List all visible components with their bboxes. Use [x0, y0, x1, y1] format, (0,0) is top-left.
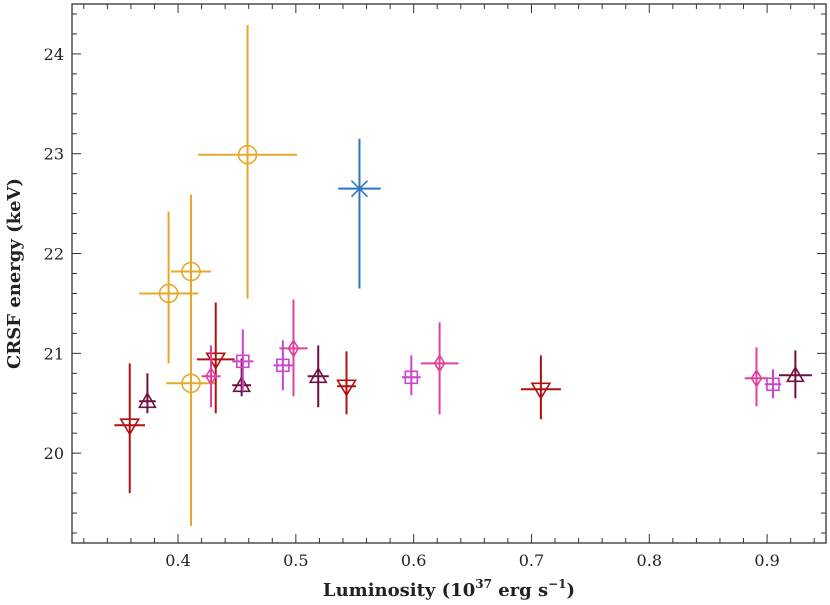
marker-triangle-up: [138, 391, 157, 409]
x-tick-label: 0.7: [519, 551, 544, 570]
plot-frame: [71, 3, 827, 544]
marker-triangle-up: [785, 365, 805, 383]
x-tick-label: 0.9: [754, 551, 779, 570]
marker-triangle-down: [119, 418, 141, 436]
data-point: [273, 340, 293, 391]
data-point: [232, 329, 254, 392]
data-point: [336, 351, 357, 415]
series-triangle-up: [138, 345, 812, 414]
data-point: [114, 363, 146, 494]
marker-triangle-up: [232, 375, 252, 393]
x-axis-label-units-exponent: −1: [548, 577, 566, 591]
data-point: [338, 138, 381, 289]
y-tick-label: 21: [44, 344, 64, 363]
x-axis-label: Luminosity (1037 erg s−1): [323, 577, 575, 601]
series-diamond: [201, 299, 769, 415]
data-point: [520, 355, 561, 420]
data-point: [139, 211, 199, 364]
ticks-layer: 0.4 0.5 0.6 0.7 0.8 0.9 20 21 22 23 24: [44, 4, 826, 570]
data-point: [166, 341, 216, 527]
marker-diamond: [433, 353, 446, 373]
marker-triangle-down: [336, 379, 357, 397]
marker-diamond: [287, 338, 300, 358]
marker-triangle-down: [530, 382, 552, 400]
marker-triangle-up: [308, 366, 328, 384]
marker-circle: [158, 283, 179, 304]
marker-diamond: [750, 368, 763, 388]
y-tick-label: 20: [44, 444, 64, 463]
y-tick-label: 24: [44, 45, 64, 64]
data-point: [279, 299, 308, 397]
data-point: [420, 322, 459, 415]
data-point: [170, 194, 212, 354]
marker-square: [766, 377, 780, 392]
y-axis-label: CRSF energy (keV): [4, 178, 25, 369]
data-point: [778, 350, 812, 399]
data-point: [307, 345, 329, 408]
marker-square: [236, 354, 250, 369]
data-point: [196, 302, 235, 414]
x-tick-label: 0.4: [165, 551, 190, 570]
data-point: [744, 347, 769, 407]
data-point: [232, 358, 252, 397]
series-square: [232, 329, 782, 399]
marker-square: [404, 370, 419, 385]
marker-square: [276, 358, 290, 373]
y-tick-label: 23: [44, 145, 64, 164]
series-layer: [114, 24, 812, 527]
marker-diamond: [205, 366, 217, 386]
x-axis-label-end: ): [567, 580, 576, 601]
series-circle: [139, 24, 298, 527]
x-tick-label: 0.6: [401, 551, 426, 570]
data-point: [764, 369, 782, 399]
marker-circle: [237, 144, 258, 165]
x-axis-label-main: Luminosity (10: [323, 580, 475, 601]
marker-circle: [181, 261, 201, 282]
data-point: [201, 345, 221, 408]
data-point: [401, 355, 421, 396]
x-axis-label-exponent: 37: [475, 577, 492, 591]
series-triangle-down: [114, 302, 561, 494]
x-tick-label: 0.8: [637, 551, 662, 570]
data-point: [198, 24, 298, 299]
marker-circle: [181, 373, 201, 394]
marker-cross: [350, 180, 369, 198]
x-axis-label-units: erg s: [492, 580, 548, 601]
series-cross: [338, 138, 381, 289]
x-tick-label: 0.5: [283, 551, 308, 570]
y-tick-label: 22: [44, 245, 64, 264]
data-point: [138, 373, 157, 414]
